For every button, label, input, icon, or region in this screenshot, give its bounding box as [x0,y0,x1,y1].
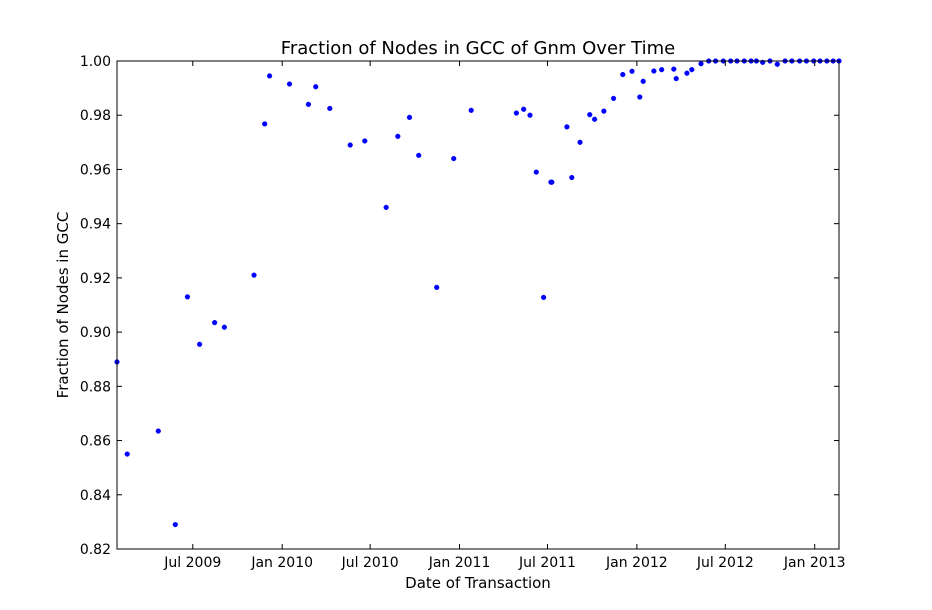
data-point [416,152,422,158]
data-point [468,107,474,113]
x-tick-label: Jan 2013 [783,555,846,571]
x-tick-label: Jan 2011 [428,555,491,571]
chart-title: Fraction of Nodes in GCC of Gnm Over Tim… [281,38,675,59]
data-point [774,61,780,67]
y-tick-label: 0.94 [80,217,111,233]
x-tick-label: Jul 2011 [518,555,576,571]
data-point [684,70,690,76]
data-point [689,67,695,73]
data-point [124,451,130,457]
data-point [629,68,635,74]
data-point [286,81,293,87]
y-tick-label: 0.98 [80,108,111,124]
data-point [327,105,333,112]
data-point [184,294,191,300]
data-point [527,112,533,118]
data-point [620,71,626,78]
y-tick-label: 0.92 [80,271,111,287]
x-tick-label: Jan 2010 [250,555,313,571]
x-axis-label: Date of Transaction [405,574,551,592]
data-point [395,133,401,139]
x-tick-label: Jul 2012 [696,555,754,571]
data-point [251,272,257,278]
data-point [651,68,657,74]
data-point [533,169,539,175]
axis-ticks: Jul 2009 Jan 2010 Jul 2010 Jan 2011 Jul 2011… [80,54,846,571]
data-point [640,78,646,84]
data-point [637,94,643,100]
data-point [564,124,570,130]
data-point [221,324,227,330]
data-point [305,101,312,107]
data-point [601,108,607,114]
data-point [577,139,583,145]
y-tick-label: 0.82 [80,542,111,558]
data-point [513,110,519,116]
y-tick-label: 0.90 [80,325,111,341]
data-point [434,284,440,290]
data-point [362,138,368,144]
y-tick-label: 0.86 [80,434,111,450]
y-tick-label: 0.88 [80,379,111,395]
data-point [521,106,527,112]
data-point [383,204,389,211]
data-point [196,341,203,347]
data-point [671,66,677,72]
data-point [172,521,178,528]
x-tick-label: Jul 2010 [341,555,399,571]
data-point [266,73,273,79]
data-point [610,95,617,102]
data-point [698,61,704,67]
data-point [569,174,575,181]
data-point [406,114,413,120]
data-point [659,67,665,73]
y-tick-label: 0.84 [80,488,111,504]
data-point [262,121,268,127]
data-point [587,112,593,118]
x-tick-label: Jul 2009 [163,555,221,571]
data-point [212,320,218,326]
data-points [114,58,842,528]
data-point [592,116,598,122]
y-tick-label: 0.96 [80,162,111,178]
data-point [549,179,555,185]
y-tick-label: 1.00 [80,54,111,70]
data-point [451,156,457,162]
data-point [313,84,319,90]
plot-frame [116,60,840,550]
data-point [540,294,547,301]
x-tick-label: Jan 2012 [605,555,668,571]
data-point [673,76,679,82]
data-point [347,142,353,148]
y-axis-label: Fraction of Nodes in GCC [54,212,72,399]
data-point [155,428,161,434]
